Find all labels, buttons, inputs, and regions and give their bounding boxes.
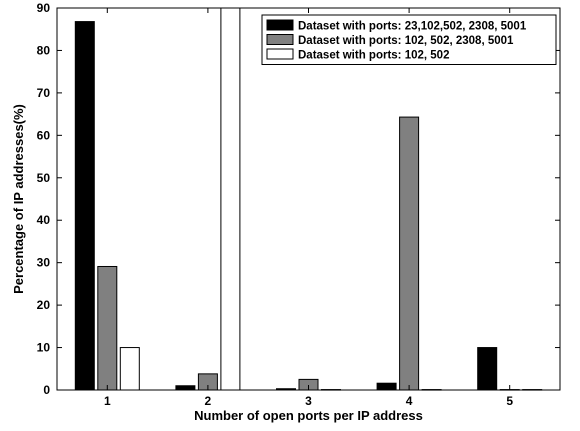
y-tick-label: 40 <box>37 213 51 227</box>
legend-swatch <box>266 34 294 45</box>
x-tick-label: 1 <box>104 394 111 408</box>
y-tick-label: 0 <box>43 383 50 397</box>
y-tick-label: 50 <box>37 171 51 185</box>
legend-swatch <box>266 48 294 60</box>
y-tick-label: 70 <box>37 86 51 100</box>
legend-swatch <box>266 19 294 31</box>
y-tick-label: 80 <box>37 43 51 57</box>
x-tick-label: 3 <box>305 394 312 408</box>
y-tick-label: 60 <box>37 128 51 142</box>
legend-box <box>261 14 557 65</box>
x-axis-title: Number of open ports per IP address <box>194 408 423 423</box>
y-tick-label: 90 <box>37 1 51 15</box>
legend-label: Dataset with ports: 102, 502 <box>298 50 449 62</box>
legend-label: Dataset with ports: 102, 502, 2308, 5001 <box>298 35 514 47</box>
bar-series3-cat2 <box>220 7 241 391</box>
bar-series1-cat5 <box>477 347 498 391</box>
bars-group <box>74 7 543 391</box>
x-tick-label: 5 <box>506 394 513 408</box>
bar-series2-cat4 <box>399 116 420 391</box>
bar-series1-cat4 <box>376 382 397 391</box>
x-tick-label: 2 <box>205 394 212 408</box>
bar-series1-cat2 <box>175 385 196 391</box>
y-axis-title: Percentage of IP addresses(%) <box>11 104 26 294</box>
bar-series2-cat1 <box>97 265 118 391</box>
y-tick-label: 30 <box>37 256 51 270</box>
x-tick-label: 4 <box>406 394 413 408</box>
bar-series3-cat1 <box>119 347 140 391</box>
ticks-group: 0 10 20 30 40 50 60 70 80 90 1 2 3 4 5 <box>37 1 560 408</box>
legend-label: Dataset with ports: 23,102,502, 2308, 50… <box>298 21 527 33</box>
y-tick-label: 20 <box>37 298 51 312</box>
bar-series1-cat1 <box>74 21 95 391</box>
legend: Dataset with ports: 23,102,502, 2308, 50… <box>261 14 557 65</box>
plot-frame <box>56 7 561 391</box>
y-tick-label: 10 <box>37 341 51 355</box>
